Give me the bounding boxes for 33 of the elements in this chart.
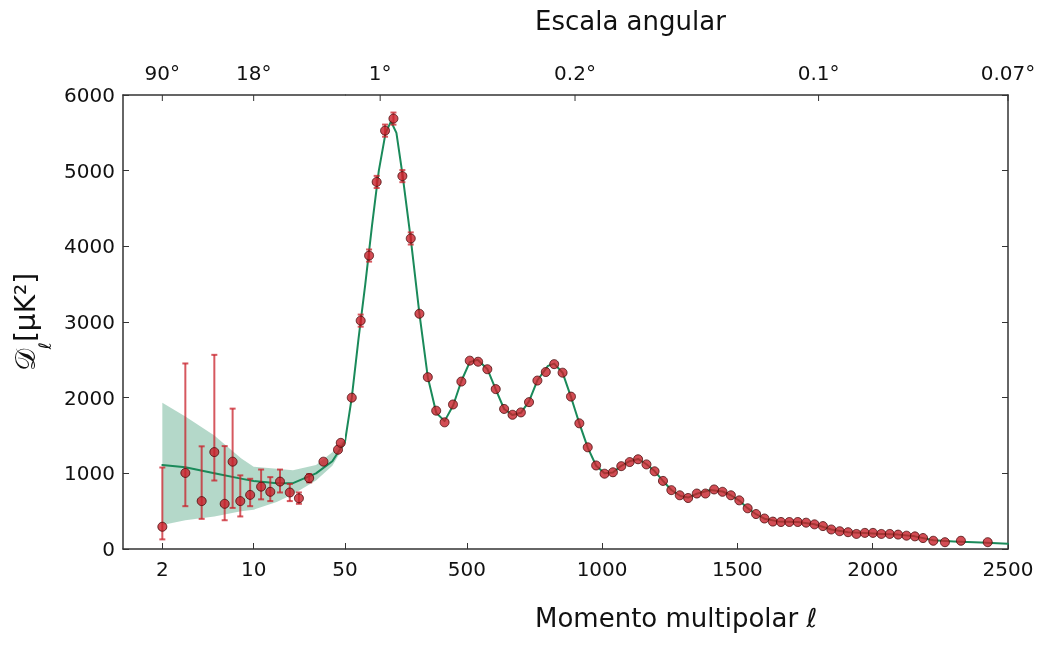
x-tick-label: 2500: [982, 557, 1034, 581]
point: [235, 496, 246, 507]
x-tick-label: 2: [155, 557, 169, 581]
x-axis-title: Momento multipolar ℓ: [535, 603, 818, 633]
point: [335, 437, 346, 448]
x-tick-label: 50: [332, 557, 358, 581]
x-tick-label: 1500: [711, 557, 763, 581]
point: [284, 487, 295, 498]
text: Escala angular: [534, 6, 727, 36]
y-tick-label: 0: [102, 537, 115, 561]
y-tick-label: 6000: [64, 83, 115, 107]
y-tick-label: 1000: [64, 461, 115, 486]
y-tick-label: 5000: [64, 158, 115, 183]
point: [274, 476, 285, 487]
y-tick-label: 3000: [64, 310, 115, 334]
x-tick-label: 10: [240, 557, 267, 581]
x-tick-label: 2000: [847, 557, 899, 581]
point: [227, 456, 238, 467]
point: [256, 481, 267, 492]
x-tick-label: 500: [447, 557, 486, 581]
annotation: 90°: [144, 61, 181, 85]
point: [245, 489, 256, 500]
point: [265, 486, 276, 497]
annotation: 0.07°: [980, 61, 1036, 85]
annotation: 0.2°: [554, 61, 596, 85]
point: [196, 496, 207, 507]
annotation: 0.1°: [797, 61, 840, 85]
y-tick-label: 2000: [64, 385, 115, 410]
annotation: 1°: [368, 61, 392, 85]
y-tick-label: 4000: [64, 234, 115, 259]
x-tick-label: 1000: [576, 557, 628, 581]
y-axis-title: 𝒟ℓ[μK²]: [8, 272, 55, 372]
annotation: 18°: [235, 61, 272, 85]
